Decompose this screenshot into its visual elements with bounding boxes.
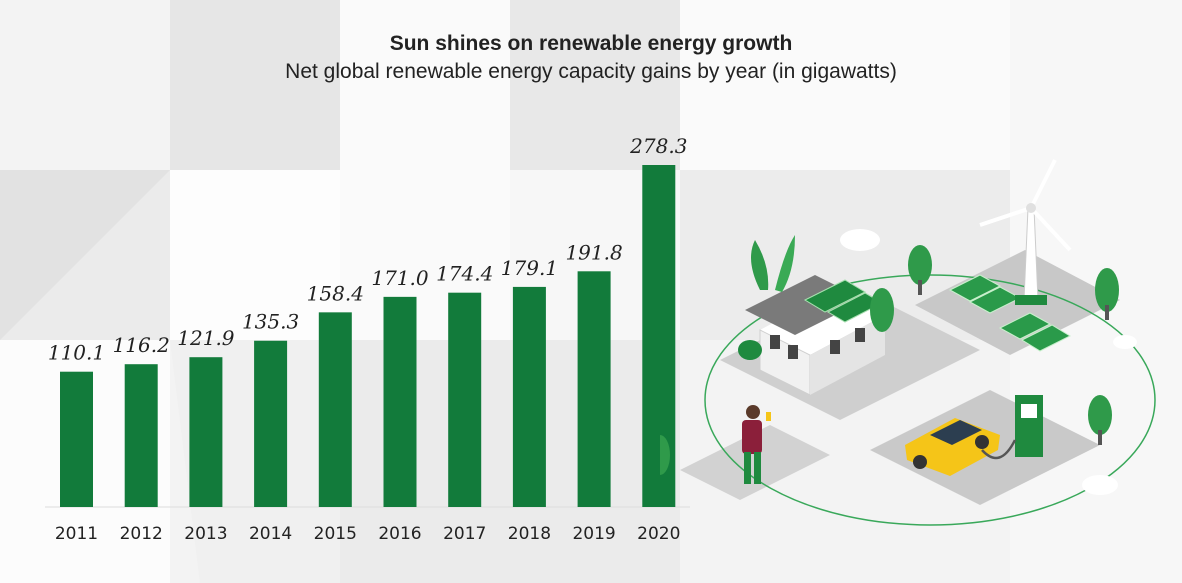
car-icon (905, 418, 1000, 476)
x-tick-label-2020: 2020 (637, 524, 680, 544)
x-tick-label-2017: 2017 (443, 524, 486, 544)
bar-2016 (383, 296, 417, 507)
bar-2017 (448, 292, 482, 507)
tree-icon (660, 235, 1119, 475)
value-label-2013: 121.9 (177, 326, 235, 350)
bar-2013 (189, 357, 223, 507)
x-tick-label-2018: 2018 (508, 524, 551, 544)
bar-2018 (512, 286, 546, 507)
value-label-2012: 116.2 (113, 333, 170, 357)
value-label-2011: 110.1 (48, 341, 105, 365)
x-tick-label-2014: 2014 (249, 524, 292, 544)
chart-subtitle: Net global renewable energy capacity gai… (285, 60, 897, 83)
x-tick-label-2015: 2015 (314, 524, 357, 544)
value-label-2015: 158.4 (307, 281, 364, 305)
bar-2012 (124, 364, 158, 507)
chart-header: Sun shines on renewable energy growth Ne… (0, 30, 1182, 86)
value-label-2020: 278.3 (629, 134, 687, 158)
bar-2019 (577, 271, 611, 507)
value-label-2014: 135.3 (242, 310, 299, 334)
wind-turbine-icon (979, 159, 1072, 305)
x-tick-label-2016: 2016 (378, 524, 421, 544)
value-label-2018: 179.1 (501, 256, 558, 280)
bar-2014 (254, 340, 288, 507)
x-tick-label-2019: 2019 (572, 524, 615, 544)
person-icon (742, 405, 771, 484)
chart-title: Sun shines on renewable energy growth (389, 32, 793, 55)
x-tick-label-2013: 2013 (184, 524, 227, 544)
x-tick-label-2011: 2011 (55, 524, 98, 544)
cloud-icon (840, 229, 1137, 495)
value-label-2019: 191.8 (565, 240, 622, 264)
x-tick-label-2012: 2012 (120, 524, 163, 544)
value-label-2017: 174.4 (436, 262, 493, 286)
charging-station-icon (981, 395, 1043, 460)
bar-2020 (642, 165, 676, 507)
value-label-2016: 171.0 (371, 266, 429, 290)
renewable-energy-illustration (660, 159, 1156, 526)
bar-2015 (318, 312, 352, 507)
bar-chart: 110.1 116.2 121.9 135.3 158.4 171.0 174.4 179.1… (45, 134, 690, 544)
bar-2011 (60, 371, 93, 507)
